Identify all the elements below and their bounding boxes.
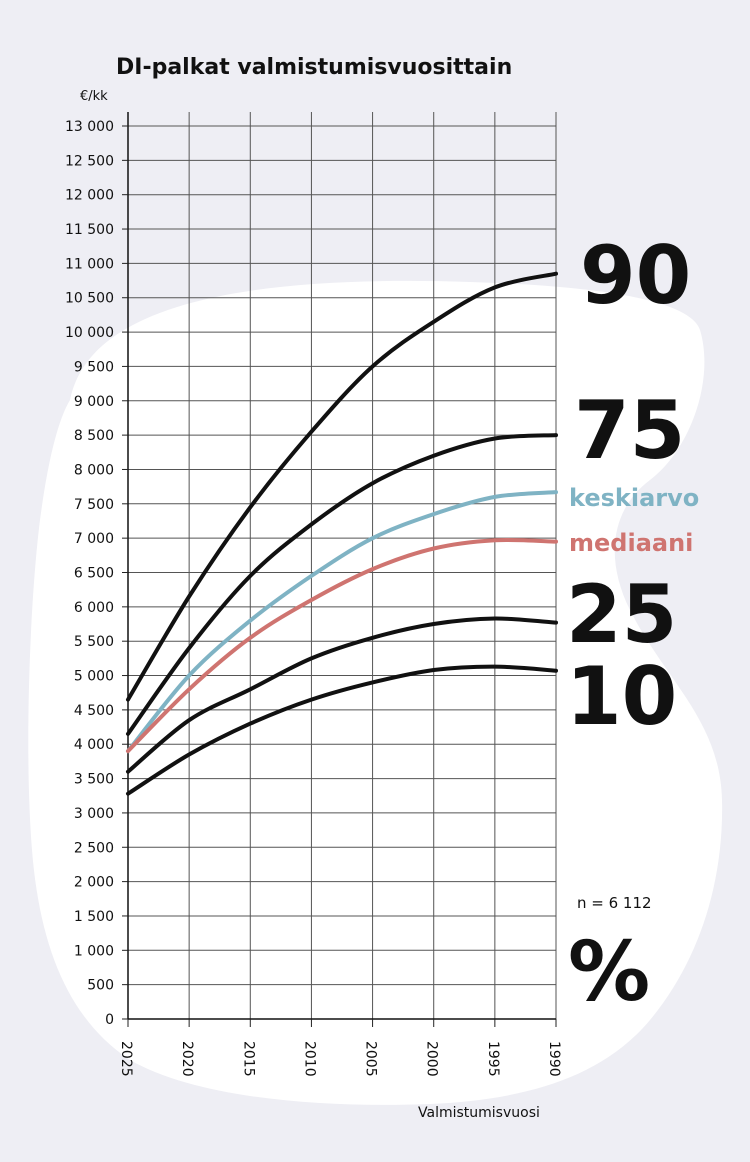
x-tick-label: 2005 [363, 1041, 379, 1077]
y-tick-label: 11 000 [65, 256, 114, 272]
series-lines [126, 271, 558, 796]
y-tick-label: 4 500 [74, 703, 114, 719]
y-tick-label: 2 500 [74, 840, 114, 856]
percent-symbol: % [568, 925, 650, 1020]
y-tick-label: 10 000 [65, 325, 114, 341]
y-tick-label: 11 500 [65, 222, 114, 238]
y-tick-label: 10 500 [65, 291, 114, 307]
x-tick-label: 2010 [301, 1041, 317, 1077]
y-tick-label: 4 000 [74, 737, 114, 753]
series-label-mediaani: mediaani [569, 529, 693, 557]
x-tick-label: 2025 [118, 1041, 134, 1077]
series-line-10 [126, 664, 558, 796]
y-tick-label: 12 000 [65, 188, 114, 204]
y-tick-label: 5 000 [74, 669, 114, 685]
y-tick-label: 7 500 [74, 497, 114, 513]
x-axis-label: Valmistumisvuosi [418, 1105, 540, 1121]
x-tick-label: 1995 [485, 1041, 501, 1077]
y-axis-ticks: 0 500 1 000 1 500 2 000 2 500 3 000 3 500 4 000 4… [65, 119, 128, 1028]
chart-title: DI-palkat valmistumisvuosittain [116, 55, 512, 80]
y-tick-label: 6 000 [74, 600, 114, 616]
x-tick-label: 1990 [546, 1041, 562, 1077]
x-axis-ticks: 2025 2020 2015 2010 2005 2000 1995 1990 [118, 1019, 562, 1077]
y-tick-label: 1 000 [74, 943, 114, 959]
series-line-keskiarvo [126, 490, 558, 754]
series-line-25 [126, 616, 558, 774]
series-label-90: 90 [580, 229, 691, 322]
y-tick-label: 5 500 [74, 634, 114, 650]
y-tick-label: 0 [105, 1012, 114, 1028]
x-tick-label: 2020 [179, 1041, 195, 1077]
background-blob [28, 280, 723, 1105]
series-label-keskiarvo: keskiarvo [569, 484, 699, 512]
y-tick-label: 8 000 [74, 462, 114, 478]
series-label-25: 25 [566, 568, 677, 661]
y-tick-label: 12 500 [65, 153, 114, 169]
y-tick-label: 8 500 [74, 428, 114, 444]
series-line-90 [126, 271, 558, 702]
x-tick-label: 2000 [424, 1041, 440, 1077]
sample-size-note: n = 6 112 [577, 894, 652, 912]
y-tick-label: 3 500 [74, 772, 114, 788]
y-tick-label: 13 000 [65, 119, 114, 135]
series-line-mediaani [126, 537, 558, 754]
series-label-10: 10 [566, 650, 677, 743]
y-axis-unit: €/kk [80, 89, 108, 104]
y-tick-label: 2 000 [74, 875, 114, 891]
y-tick-label: 9 500 [74, 359, 114, 375]
x-tick-label: 2015 [240, 1041, 256, 1077]
y-tick-label: 7 000 [74, 531, 114, 547]
y-tick-label: 500 [87, 978, 114, 994]
y-tick-label: 1 500 [74, 909, 114, 925]
y-tick-label: 9 000 [74, 394, 114, 410]
series-line-75 [126, 433, 558, 736]
y-tick-label: 3 000 [74, 806, 114, 822]
series-label-75: 75 [574, 384, 685, 477]
y-tick-label: 6 500 [74, 566, 114, 582]
